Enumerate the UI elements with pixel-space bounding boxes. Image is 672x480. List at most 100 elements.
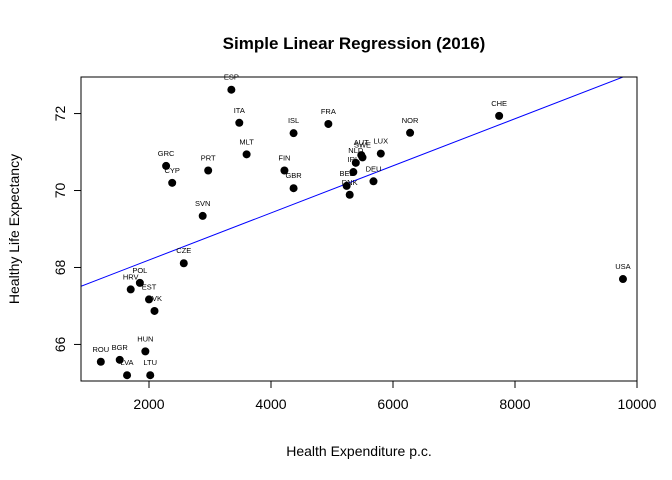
point-label: DNK [342, 178, 358, 187]
point-marker [618, 275, 627, 284]
point-label: USA [615, 262, 630, 271]
y-tick-label: 66 [52, 336, 68, 352]
point-marker [324, 119, 333, 128]
data-point-nor: NOR [402, 116, 419, 137]
point-label: LTU [143, 358, 157, 367]
point-marker [342, 181, 351, 190]
x-tick-label: 4000 [255, 396, 286, 412]
point-marker [150, 306, 159, 315]
point-marker [406, 128, 415, 137]
x-axis: 2000 4000 6000 8000 10000 [133, 380, 657, 412]
data-point-dnk: DNK [342, 178, 358, 199]
data-point-irl: IRL [348, 155, 360, 177]
point-label: CYP [164, 166, 179, 175]
point-label: BEL [340, 169, 354, 178]
point-label: FRA [321, 107, 336, 116]
point-marker [242, 150, 251, 159]
data-point-ita: ITA [234, 106, 245, 127]
point-label: HUN [137, 334, 153, 343]
x-tick-label: 10000 [618, 396, 657, 412]
data-point-est: EST [142, 282, 157, 304]
chart-title: Simple Linear Regression (2016) [223, 34, 486, 53]
data-point-pol: POL [132, 266, 147, 287]
point-label: GBR [285, 171, 302, 180]
point-label: BGR [112, 343, 129, 352]
data-point-ltu: LTU [143, 358, 157, 380]
data-point-isl: ISL [288, 116, 299, 138]
point-label: PRT [201, 154, 216, 163]
point-marker [204, 166, 213, 175]
point-marker [495, 111, 504, 120]
data-point-hrv: HRV [123, 272, 139, 294]
plot-frame [80, 76, 638, 382]
data-point-bgr: BGR [112, 343, 129, 364]
data-point-gbr: GBR [285, 171, 302, 193]
data-point-nld: NLD [348, 146, 364, 167]
point-label: SVK [147, 294, 162, 303]
point-marker [227, 85, 236, 94]
point-label: ROU [92, 345, 109, 354]
point-label: MLT [239, 137, 254, 146]
point-label: AUT [354, 138, 369, 147]
y-tick-label: 70 [52, 183, 68, 199]
data-point-deu: DEU [366, 164, 382, 186]
y-tick-label: 68 [52, 259, 68, 275]
point-marker [376, 149, 385, 158]
data-point-cyp: CYP [164, 166, 180, 187]
point-marker [289, 129, 298, 138]
data-point-fin: FIN [278, 154, 290, 175]
point-label: SWE [354, 140, 371, 149]
point-label: EST [142, 282, 157, 291]
data-point-swe: SWE [354, 140, 371, 162]
point-label: FIN [278, 154, 290, 163]
data-point-svn: SVN [195, 199, 210, 220]
point-marker [96, 357, 105, 366]
point-label: DEU [366, 164, 382, 173]
point-label: CZE [176, 246, 191, 255]
point-marker [280, 166, 289, 175]
y-axis-title: Healthy Life Expectancy [6, 154, 22, 304]
point-marker [198, 211, 207, 220]
point-marker [123, 371, 132, 380]
point-marker [162, 161, 171, 170]
point-label: NOR [402, 116, 419, 125]
data-point-rou: ROU [92, 345, 109, 366]
data-point-cze: CZE [176, 246, 191, 268]
point-marker [146, 371, 155, 380]
point-label: GRC [158, 149, 175, 158]
point-marker [168, 178, 177, 187]
point-label: SVN [195, 199, 210, 208]
point-label: LVA [121, 358, 134, 367]
point-marker [349, 168, 358, 177]
data-point-svk: SVK [147, 294, 162, 315]
point-marker [141, 347, 150, 356]
point-marker [289, 184, 298, 193]
point-marker [145, 295, 154, 304]
point-label: LUX [374, 137, 389, 146]
x-tick-label: 8000 [499, 396, 530, 412]
data-point-esp: ESP [224, 73, 239, 94]
point-label: CHE [491, 99, 507, 108]
point-label: IRL [348, 155, 360, 164]
data-point-fra: FRA [321, 107, 336, 128]
x-axis-title: Health Expenditure p.c. [286, 443, 432, 459]
data-point-mlt: MLT [239, 137, 254, 159]
data-point-che: CHE [491, 99, 507, 120]
point-marker [235, 118, 244, 127]
x-tick-label: 6000 [377, 396, 408, 412]
point-marker [358, 153, 367, 162]
data-point-hun: HUN [137, 334, 153, 356]
data-point-bel: BEL [340, 169, 354, 190]
point-label: HRV [123, 272, 139, 281]
point-marker [115, 355, 124, 364]
point-marker [345, 190, 354, 199]
point-marker [135, 278, 144, 287]
regression-line [81, 77, 625, 287]
y-tick-label: 72 [52, 106, 68, 122]
point-marker [351, 158, 360, 167]
y-axis: 66 68 70 72 [52, 106, 82, 352]
data-point-prt: PRT [201, 154, 216, 175]
point-label: NLD [348, 146, 364, 155]
point-marker [179, 259, 188, 268]
